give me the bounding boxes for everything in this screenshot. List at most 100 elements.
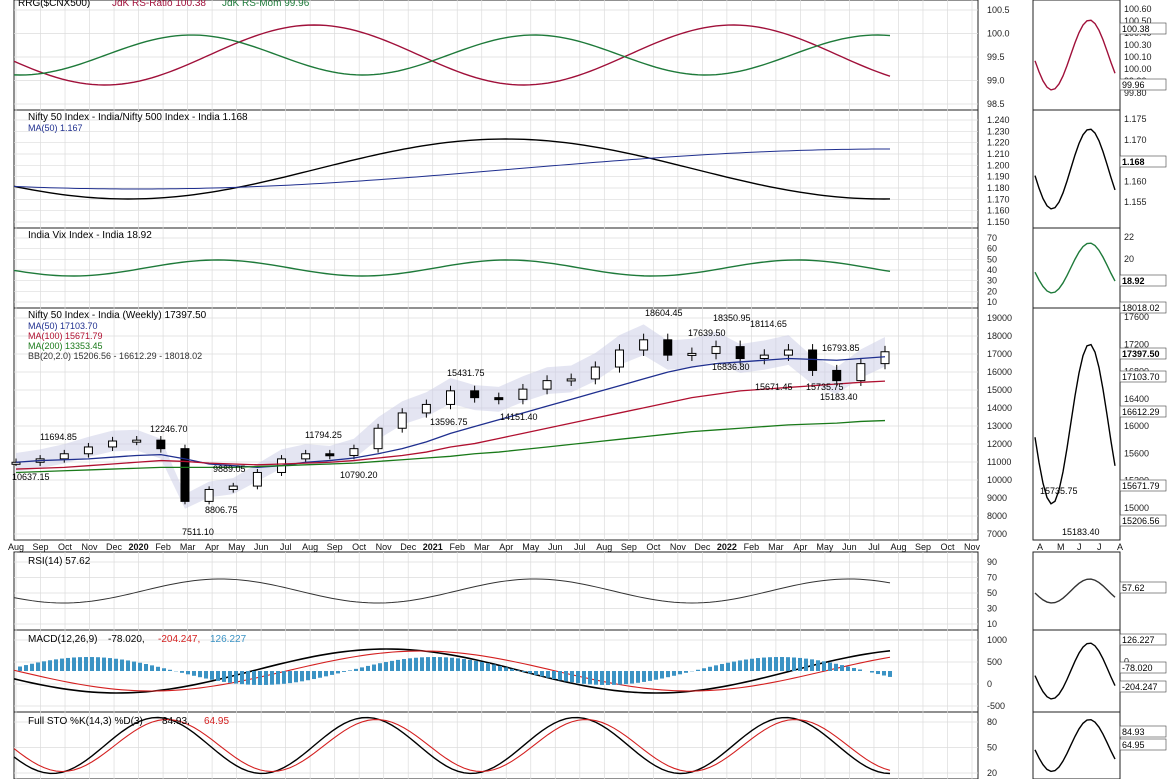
price-side-tick-3: 16400 — [1124, 394, 1149, 404]
tick-vix-3: 40 — [987, 265, 997, 275]
candle-32 — [784, 350, 792, 355]
macd-hist-bar — [426, 657, 430, 671]
macd-hist-bar — [480, 662, 484, 671]
side-month-0: A — [1037, 542, 1043, 552]
price-annotation-10: 14151.40 — [500, 412, 538, 422]
tick-price-10: 9000 — [987, 493, 1007, 503]
macd-hist-bar — [804, 659, 808, 671]
macd-hist-bar — [324, 671, 328, 676]
panel-frame-rrg — [14, 0, 978, 110]
macd-hist-bar — [792, 657, 796, 671]
price-annotation-12: 17639.50 — [688, 328, 726, 338]
macd-hist-bar — [582, 671, 586, 684]
tick-vix-4: 30 — [987, 276, 997, 286]
price-legend-ma50: MA(50) 17103.70 — [28, 321, 98, 331]
macd-hist-bar — [378, 663, 382, 671]
x-label-13: Sep — [327, 542, 343, 552]
tick-rs-6: 1.180 — [987, 183, 1010, 193]
macd-hist-bar — [876, 671, 880, 674]
rs-side-tick-1: 1.170 — [1124, 135, 1147, 145]
x-label-4: Dec — [106, 542, 123, 552]
side-sto — [1035, 720, 1115, 772]
rrg-side-tick-4: 100.10 — [1124, 52, 1152, 62]
tick-vix-1: 60 — [987, 244, 997, 254]
macd-hist-bar — [600, 671, 604, 685]
price-side-label-3: 16612.29 — [1122, 407, 1160, 417]
price-annotation-9: 13596.75 — [430, 417, 468, 427]
sto-legend-d: 64.95 — [204, 716, 229, 727]
macd-hist-bar — [834, 664, 838, 671]
price-side-label-5: 15206.56 — [1122, 516, 1160, 526]
macd-hist-bar — [858, 669, 862, 671]
macd-hist-bar — [414, 658, 418, 671]
macd-hist-bar — [162, 668, 166, 671]
tick-macd-2: 0 — [987, 679, 992, 689]
price-annotation-16: 16793.85 — [822, 343, 860, 353]
macd-hist-bar — [408, 658, 412, 671]
rrg-legend-mom: JdK RS-Mom 99.96 — [222, 0, 310, 9]
rs-legend-ma: MA(50) 1.167 — [28, 123, 83, 133]
candle-33 — [809, 350, 817, 370]
macd-hist-bar — [168, 670, 172, 671]
price-side-tick-0: 17600 — [1124, 312, 1149, 322]
macd-hist-bar — [102, 658, 106, 671]
candle-20 — [495, 398, 503, 400]
macd-hist-bar — [360, 667, 364, 671]
x-label-11: Jul — [280, 542, 292, 552]
panel-frame-vix — [14, 228, 978, 308]
candle-27 — [664, 340, 672, 355]
macd-hist-bar — [516, 670, 520, 671]
candle-10 — [253, 472, 261, 486]
rrg-side-tick-5: 100.00 — [1124, 64, 1152, 74]
rrg-legend-ratio: JdK RS-Ratio 100.38 — [112, 0, 206, 9]
price-annotation-5: 7511.10 — [182, 527, 214, 537]
price-side-tick-4: 16000 — [1124, 421, 1149, 431]
macd-signal-line — [14, 651, 890, 691]
price-annotation-3: 9889.05 — [213, 464, 246, 474]
rrg-side-label-ratio: 100.38 — [1122, 24, 1150, 34]
macd-hist-bar — [114, 659, 118, 671]
candle-5 — [133, 440, 141, 442]
macd-hist-bar — [132, 662, 136, 671]
tick-price-7: 12000 — [987, 439, 1012, 449]
candle-17 — [422, 404, 430, 413]
side-frame-price — [1033, 308, 1120, 540]
macd-hist-bar — [450, 658, 454, 671]
macd-hist-bar — [576, 671, 580, 683]
x-label-1: Sep — [33, 542, 49, 552]
tick-rsi-0: 90 — [987, 557, 997, 567]
macd-hist-bar — [420, 657, 424, 671]
macd-hist-bar — [678, 671, 682, 674]
macd-hist-bar — [660, 671, 664, 679]
macd-hist-bar — [390, 661, 394, 671]
macd-hist-bar — [840, 665, 844, 671]
vix-legend: India Vix Index - India 18.92 — [28, 230, 152, 241]
macd-hist-bar — [528, 671, 532, 673]
macd-hist-bar — [774, 657, 778, 671]
side-frame-rs — [1033, 110, 1120, 228]
price-side-tick-7: 15000 — [1124, 503, 1149, 513]
tick-price-2: 17000 — [987, 349, 1012, 359]
x-label-28: Dec — [694, 542, 711, 552]
tick-price-6: 13000 — [987, 421, 1012, 431]
macd-hist-bar — [732, 662, 736, 671]
macd-hist-bar — [372, 665, 376, 671]
plot-lines — [12, 20, 1115, 773]
macd-hist-bar — [606, 671, 610, 685]
macd-hist-bar — [222, 671, 226, 682]
tick-vix-2: 50 — [987, 254, 997, 264]
macd-hist-bar — [486, 663, 490, 671]
macd-hist-bar — [648, 671, 652, 681]
macd-hist-bar — [492, 665, 496, 671]
tick-price-4: 15000 — [987, 385, 1012, 395]
price-legend-ma100: MA(100) 15671.79 — [28, 331, 103, 341]
tick-rsi-2: 50 — [987, 588, 997, 598]
candle-14 — [350, 449, 358, 456]
x-label-39: Nov — [964, 542, 981, 552]
macd-hist-bar — [336, 671, 340, 673]
candle-4 — [109, 441, 117, 447]
rrg-legend-prefix: RRG($CNX500) — [18, 0, 90, 9]
macd-hist-bar — [276, 671, 280, 684]
x-label-17: 2021 — [423, 542, 443, 552]
side-vix — [1035, 243, 1115, 293]
